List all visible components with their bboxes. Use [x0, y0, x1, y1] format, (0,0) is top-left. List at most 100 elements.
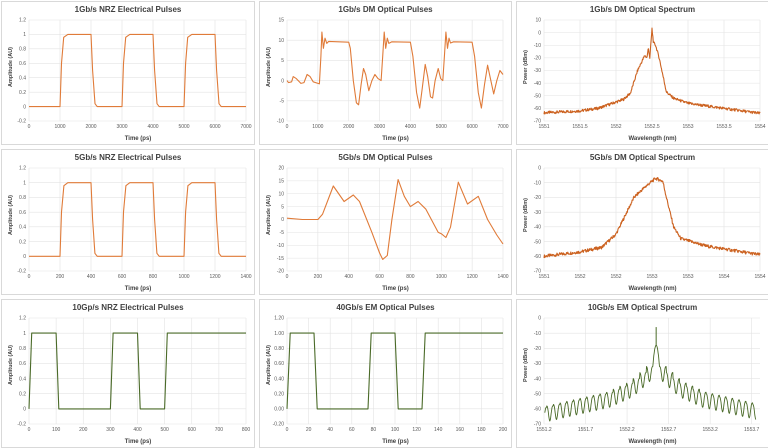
- chart-plot: -70 -60 -50 -40 -30 -20 -10 0 1551 1552 1552 1553 15…: [534, 166, 766, 280]
- x-tick-label: 0: [28, 427, 31, 433]
- x-tick-label: 2000: [343, 124, 354, 130]
- x-tick-label: 0: [286, 274, 289, 280]
- x-tick-label: 400: [133, 427, 142, 433]
- x-tick-label: 1000: [54, 124, 65, 130]
- y-tick-label: -60: [534, 254, 541, 260]
- y-tick-label: 0.2: [19, 391, 26, 397]
- y-tick-label: -60: [534, 407, 541, 413]
- chart-title: 5Gb/s NRZ Electrical Pulses: [74, 153, 182, 162]
- y-tick-label: 1: [23, 32, 26, 38]
- series-line: [29, 33, 246, 108]
- x-tick-label: 600: [188, 427, 197, 433]
- x-tick-label: 7000: [497, 124, 508, 130]
- y-tick-label: -10: [534, 331, 541, 337]
- y-tick-label: 10: [278, 38, 284, 44]
- x-tick-label: 1552: [574, 274, 585, 280]
- y-tick-label: 0.6: [19, 61, 26, 67]
- x-tick-label: 200: [499, 427, 508, 433]
- x-tick-label: 0: [28, 274, 31, 280]
- y-tick-label: 0.40: [274, 376, 284, 382]
- chart-title: 5Gb/s DM Optical Spectrum: [589, 153, 696, 162]
- chart-plot: -0.20 0.00 0.20 0.40 0.60 0.80 1.00 1.20 0 20 40 60…: [273, 316, 508, 433]
- x-tick-label: 800: [149, 274, 158, 280]
- x-axis-label: Time (ps): [124, 439, 152, 445]
- chart-panel: 5Gb/s DM Optical Pulses Time (ps) Amplitud…: [259, 149, 512, 295]
- x-axis-label: Time (ps): [124, 286, 152, 292]
- y-tick-label: 5: [281, 58, 284, 64]
- x-tick-label: 200: [314, 274, 323, 280]
- x-tick-label: 120: [412, 427, 421, 433]
- y-tick-label: -15: [277, 256, 284, 262]
- series-line: [543, 27, 761, 115]
- y-tick-label: 1: [23, 331, 26, 337]
- y-tick-label: 0.8: [19, 346, 26, 352]
- y-tick-label: 0: [23, 407, 26, 413]
- x-axis-label: Time (ps): [382, 136, 409, 142]
- x-tick-label: 1552.2: [619, 427, 635, 433]
- series-line: [29, 182, 246, 257]
- y-tick-label: -20: [534, 195, 541, 201]
- y-tick-label: -10: [277, 119, 284, 125]
- x-tick-label: 5000: [178, 124, 189, 130]
- chart-plot: -0.200.20.40.60.811.20 1000 2000 3000 4000 50…: [17, 18, 251, 130]
- x-tick-label: 1553: [646, 274, 657, 280]
- chart-panel: 1Gb/s DM Optical Pulses Time (ps) Amplitud…: [259, 1, 512, 145]
- y-tick-label: -0.2: [17, 422, 26, 428]
- x-tick-label: 500: [160, 427, 169, 433]
- x-axis-label: Time (ps): [382, 286, 409, 292]
- y-tick-label: -5: [280, 99, 285, 105]
- x-tick-label: 4000: [405, 124, 416, 130]
- y-tick-label: -20: [534, 56, 541, 62]
- y-tick-label: 0.20: [274, 391, 284, 397]
- x-tick-label: 1400: [497, 274, 508, 280]
- x-tick-label: 1400: [240, 274, 251, 280]
- x-tick-label: 20: [306, 427, 312, 433]
- series-line: [28, 332, 246, 410]
- series-line: [543, 177, 761, 259]
- y-tick-label: 0.60: [274, 361, 284, 367]
- y-tick-label: 0.4: [19, 75, 26, 81]
- x-tick-label: 1552: [610, 124, 621, 130]
- x-tick-label: 1553: [682, 124, 693, 130]
- chart-panel: 10Gp/s NRZ Electrical Pulses Time (ps) Amp…: [1, 299, 255, 448]
- x-tick-label: 1000: [312, 124, 323, 130]
- series-line: [286, 332, 503, 410]
- y-tick-label: -50: [534, 93, 541, 99]
- x-tick-label: 1553: [682, 274, 693, 280]
- x-tick-label: 0: [286, 427, 289, 433]
- x-tick-label: 1200: [467, 274, 478, 280]
- x-tick-label: 1000: [436, 274, 447, 280]
- y-tick-label: -40: [534, 81, 541, 87]
- chart-panel: 1Gb/s DM Optical Spectrum Wavelength (nm)…: [516, 1, 768, 145]
- x-tick-label: 600: [375, 274, 384, 280]
- y-tick-label: 20: [278, 166, 284, 172]
- x-axis-label: Wavelength (nm): [628, 439, 677, 445]
- x-tick-label: 60: [349, 427, 355, 433]
- x-tick-label: 6000: [209, 124, 220, 130]
- y-tick-label: -10: [277, 243, 284, 249]
- x-axis-label: Wavelength (nm): [628, 286, 677, 292]
- x-tick-label: 1553.2: [703, 427, 719, 433]
- chart-plot: -0.200.20.40.60.811.20 200 400 600 800 1000 12…: [17, 166, 251, 280]
- y-tick-label: 0.6: [19, 361, 26, 367]
- y-tick-label: -60: [534, 106, 541, 112]
- x-tick-label: 40: [327, 427, 333, 433]
- x-tick-label: 400: [87, 274, 96, 280]
- chart-plot: -70 -60 -50 -40 -30 -20 -10 0 1551.2 1551.7 1552.2…: [534, 316, 760, 433]
- y-tick-label: 0.2: [19, 239, 26, 245]
- x-tick-label: 700: [215, 427, 224, 433]
- series-line: [286, 31, 504, 109]
- x-tick-label: 800: [406, 274, 415, 280]
- x-tick-label: 1554: [754, 124, 765, 130]
- y-tick-label: 1.00: [274, 331, 284, 337]
- x-tick-label: 1553.5: [716, 124, 732, 130]
- x-axis-label: Time (ps): [382, 439, 409, 445]
- y-tick-label: -10: [534, 180, 541, 186]
- y-tick-label: -40: [534, 376, 541, 382]
- y-tick-label: 0: [538, 316, 541, 322]
- y-tick-label: 0: [23, 254, 26, 260]
- x-tick-label: 400: [345, 274, 354, 280]
- y-tick-label: -50: [534, 391, 541, 397]
- chart-title: 1Gb/s NRZ Electrical Pulses: [74, 5, 182, 14]
- y-tick-label: -5: [280, 230, 285, 236]
